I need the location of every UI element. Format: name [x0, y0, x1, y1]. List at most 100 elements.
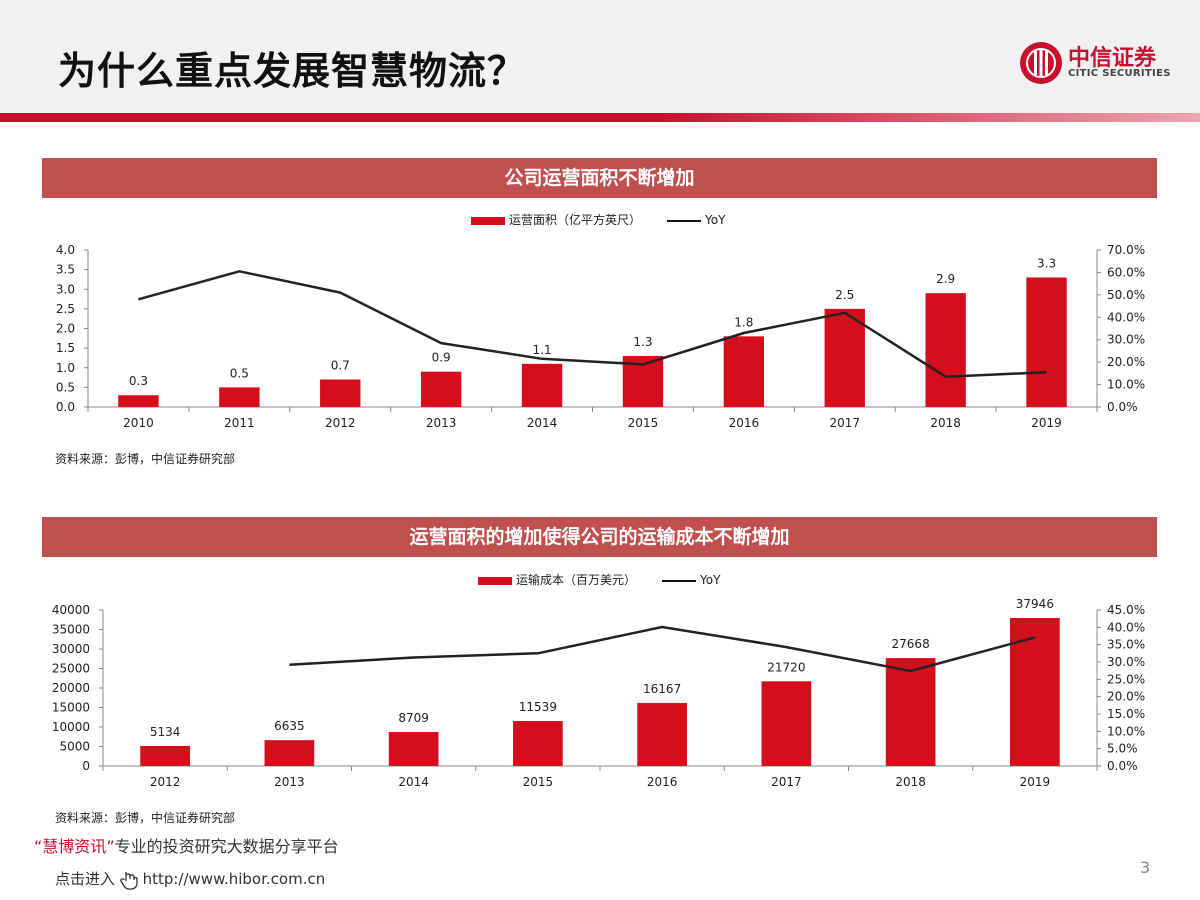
chart2-x-tick-label: 2015 — [523, 775, 554, 789]
chart2-x-tick-label: 2016 — [647, 775, 678, 789]
chart2-bar-value-label: 6635 — [274, 719, 305, 733]
chart1-x-tick-label: 2016 — [729, 416, 760, 430]
header-divider — [0, 113, 1200, 122]
chart1-bar — [925, 293, 966, 407]
chart1-bar-value-label: 1.3 — [633, 335, 652, 349]
chart1-right-tick-label: 70.0% — [1107, 243, 1145, 257]
chart1-banner: 公司运营面积不断增加 — [42, 158, 1157, 198]
chart1-right-tick-label: 30.0% — [1107, 333, 1145, 347]
chart1-left-tick-label: 2.5 — [56, 302, 75, 316]
chart2-x-tick-label: 2013 — [274, 775, 305, 789]
promo-url-link[interactable]: http://www.hibor.com.cn — [142, 870, 326, 888]
chart2-bar — [140, 745, 190, 766]
chart1-legend-line-label: YoY — [705, 213, 726, 227]
promo-quote-close: ” — [106, 837, 115, 856]
promo-highlight: 慧博资讯 — [42, 837, 107, 856]
chart2-x-tick-label: 2018 — [895, 775, 926, 789]
promo-link-prefix: 点击进入 — [55, 870, 116, 888]
chart2-bar-value-label: 21720 — [767, 660, 805, 674]
chart2-right-tick-label: 5.0% — [1107, 742, 1138, 756]
chart1-left-tick-label: 1.0 — [56, 361, 75, 375]
chart1-x-tick-label: 2011 — [224, 416, 255, 430]
chart2-bar — [513, 720, 563, 766]
chart1-legend-bar-label: 运营面积（亿平方英尺） — [509, 213, 642, 227]
chart1-bar-value-label: 0.3 — [129, 374, 148, 388]
chart1-right-tick-label: 40.0% — [1107, 310, 1145, 324]
chart1-left-tick-label: 1.5 — [56, 341, 75, 355]
citic-logo-icon — [1020, 42, 1062, 84]
chart2-left-tick-label: 25000 — [52, 662, 90, 676]
chart2-left-tick-label: 5000 — [59, 740, 90, 754]
chart2-legend: 运输成本（百万美元） YoY — [478, 571, 720, 588]
chart2-right-tick-label: 10.0% — [1107, 724, 1145, 738]
chart1-bar — [320, 379, 361, 407]
legend-line-swatch — [662, 579, 697, 582]
chart1-left-tick-label: 2.0 — [56, 322, 75, 336]
chart1-area: 0.0 0.5 1.0 1.5 2.0 2.5 3.0 3.5 4.0 0.0% 10.0% 20.0… — [56, 243, 1145, 430]
chart2-x-tick-label: 2014 — [398, 775, 429, 789]
chart1-bar — [824, 308, 865, 407]
logo-text-en: CITIC SECURITIES — [1068, 68, 1171, 79]
legend-bar-swatch — [471, 216, 505, 225]
chart1-legend: 运营面积（亿平方英尺） YoY — [471, 211, 725, 228]
chart1-x-tick-label: 2013 — [426, 416, 457, 430]
pointer-hand-icon — [120, 871, 138, 890]
chart1-x-tick-label: 2017 — [829, 416, 860, 430]
chart1-right-tick-label: 0.0% — [1107, 400, 1138, 414]
chart1-left-tick-label: 3.0 — [56, 282, 75, 296]
chart2-left-tick-label: 35000 — [52, 623, 90, 637]
chart2-bar — [388, 732, 439, 766]
promo-link-line[interactable]: 点击进入 http://www.hibor.com.cn — [55, 868, 325, 890]
chart2-bar-value-label: 8709 — [398, 711, 429, 725]
chart1-bar-value-label: 1.1 — [533, 343, 552, 357]
chart1-right-tick-label: 10.0% — [1107, 378, 1145, 392]
chart1-left-tick-label: 0.5 — [56, 380, 75, 394]
chart2-bar — [1010, 618, 1060, 766]
chart2-area: 0 5000 10000 15000 20000 25000 30000 35000 40000… — [52, 597, 1145, 789]
chart2-banner: 运营面积的增加使得公司的运输成本不断增加 — [42, 517, 1157, 557]
chart1-left-tick-label: 3.5 — [56, 263, 75, 277]
promo-line: “慧博资讯”专业的投资研究大数据分享平台 — [34, 833, 339, 857]
citic-logo: 中信证券 CITIC SECURITIES — [1018, 36, 1186, 92]
chart2-x-tick-label: 2017 — [771, 775, 802, 789]
chart1-bar-value-label: 2.9 — [936, 272, 955, 286]
chart2-right-tick-label: 45.0% — [1107, 603, 1145, 617]
legend-line-swatch — [667, 219, 702, 222]
legend-bar-swatch — [478, 576, 512, 585]
chart2-x-tick-label: 2012 — [150, 775, 181, 789]
chart1-bar-value-label: 1.8 — [734, 315, 753, 329]
chart2-right-tick-label: 25.0% — [1107, 672, 1145, 686]
chart1-x-tick-label: 2012 — [325, 416, 356, 430]
page-number: 3 — [1140, 858, 1151, 877]
chart1-right-tick-label: 50.0% — [1107, 288, 1145, 302]
chart1-bar-value-label: 0.9 — [432, 351, 451, 365]
chart2-source: 资料来源：彭博，中信证券研究部 — [55, 811, 236, 825]
chart2-right-tick-label: 15.0% — [1107, 707, 1145, 721]
chart1-x-tick-label: 2010 — [123, 416, 154, 430]
chart1-bar-value-label: 2.5 — [835, 288, 854, 302]
promo-quote-open: “ — [34, 837, 43, 856]
chart2-left-tick-label: 30000 — [52, 642, 90, 656]
chart2-bar-value-label: 5134 — [150, 725, 181, 739]
chart2-left-tick-label: 20000 — [52, 681, 90, 695]
slide-header — [0, 0, 1200, 113]
chart1-bar — [521, 363, 563, 407]
chart1-bar — [723, 336, 765, 407]
chart1-x-tick-label: 2014 — [527, 416, 558, 430]
chart1-x-tick-label: 2015 — [628, 416, 659, 430]
chart2-bar — [885, 658, 936, 766]
chart2-right-tick-label: 40.0% — [1107, 620, 1145, 634]
chart2-bar — [264, 740, 315, 766]
chart1-x-tick-label: 2018 — [930, 416, 961, 430]
chart1-left-tick-label: 0.0 — [56, 400, 75, 414]
chart1-right-tick-label: 60.0% — [1107, 265, 1145, 279]
chart2-left-tick-label: 10000 — [52, 720, 90, 734]
promo-text: 专业的投资研究大数据分享平台 — [114, 837, 339, 856]
chart2-left-tick-label: 40000 — [52, 603, 90, 617]
chart2-bar-value-label: 11539 — [519, 700, 557, 714]
chart2-right-tick-label: 30.0% — [1107, 655, 1145, 669]
chart1-bar — [118, 395, 159, 407]
chart2-bar — [761, 681, 812, 766]
logo-text-cn: 中信证券 — [1068, 46, 1157, 71]
chart1-bar-value-label: 3.3 — [1037, 256, 1056, 270]
